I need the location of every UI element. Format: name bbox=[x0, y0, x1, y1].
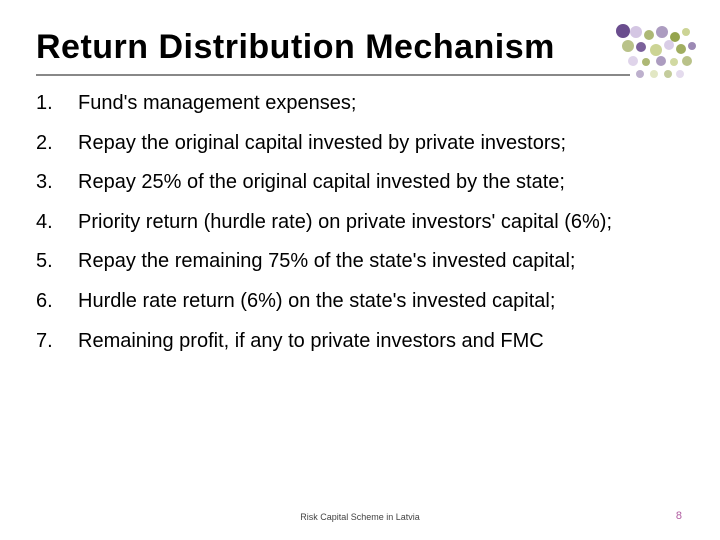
dot-icon bbox=[682, 56, 692, 66]
dot-icon bbox=[622, 40, 634, 52]
list-item-number: 6. bbox=[36, 290, 78, 313]
slide-title: Return Distribution Mechanism bbox=[36, 28, 555, 67]
dot-icon bbox=[636, 42, 646, 52]
dot-icon bbox=[642, 58, 650, 66]
dot-icon bbox=[676, 70, 684, 78]
list-item-number: 5. bbox=[36, 250, 78, 273]
list-item: 3.Repay 25% of the original capital inve… bbox=[36, 171, 680, 195]
dot-icon bbox=[650, 70, 658, 78]
list-item: 2.Repay the original capital invested by… bbox=[36, 132, 680, 156]
list-item: 5.Repay the remaining 75% of the state's… bbox=[36, 250, 680, 274]
dot-icon bbox=[670, 58, 678, 66]
list-item-text: Hurdle rate return (6%) on the state's i… bbox=[78, 290, 555, 314]
list-item-text: Repay the original capital invested by p… bbox=[78, 132, 566, 156]
dot-icon bbox=[636, 70, 644, 78]
list-item-number: 3. bbox=[36, 171, 78, 194]
list-item-text: Remaining profit, if any to private inve… bbox=[78, 330, 544, 354]
list-item-text: Priority return (hurdle rate) on private… bbox=[78, 211, 612, 235]
dot-icon bbox=[650, 44, 662, 56]
dot-icon bbox=[676, 44, 686, 54]
list-item-number: 7. bbox=[36, 330, 78, 353]
title-underline bbox=[36, 74, 630, 76]
dot-icon bbox=[616, 24, 630, 38]
slide: Return Distribution Mechanism 1.Fund's m… bbox=[0, 0, 720, 540]
ordered-list: 1.Fund's management expenses;2.Repay the… bbox=[36, 92, 680, 369]
list-item-number: 4. bbox=[36, 211, 78, 234]
dot-icon bbox=[628, 56, 638, 66]
dot-icon bbox=[664, 40, 674, 50]
dot-icon bbox=[656, 56, 666, 66]
dot-icon bbox=[682, 28, 690, 36]
list-item: 7.Remaining profit, if any to private in… bbox=[36, 330, 680, 354]
dot-icon bbox=[644, 30, 654, 40]
decorative-dots bbox=[616, 24, 698, 84]
dot-icon bbox=[656, 26, 668, 38]
list-item-number: 1. bbox=[36, 92, 78, 115]
list-item: 1.Fund's management expenses; bbox=[36, 92, 680, 116]
list-item-text: Repay 25% of the original capital invest… bbox=[78, 171, 565, 195]
dot-icon bbox=[630, 26, 642, 38]
list-item: 6.Hurdle rate return (6%) on the state's… bbox=[36, 290, 680, 314]
dot-icon bbox=[688, 42, 696, 50]
list-item: 4.Priority return (hurdle rate) on priva… bbox=[36, 211, 680, 235]
list-item-text: Repay the remaining 75% of the state's i… bbox=[78, 250, 575, 274]
footer-text: Risk Capital Scheme in Latvia bbox=[0, 512, 720, 522]
list-item-text: Fund's management expenses; bbox=[78, 92, 356, 116]
title-row: Return Distribution Mechanism bbox=[36, 28, 684, 67]
dot-icon bbox=[664, 70, 672, 78]
list-item-number: 2. bbox=[36, 132, 78, 155]
page-number: 8 bbox=[676, 510, 682, 522]
